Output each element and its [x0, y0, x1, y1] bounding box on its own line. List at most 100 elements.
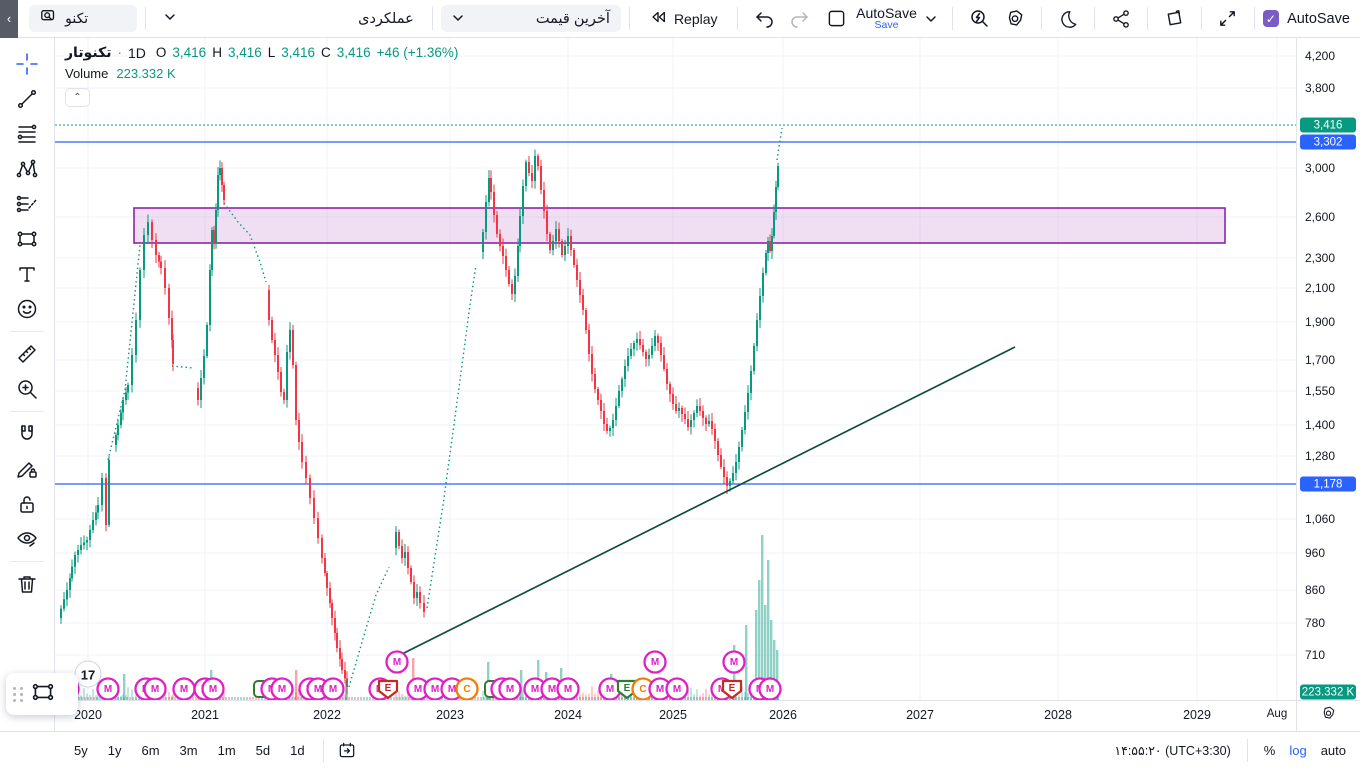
replay-button[interactable]: Replay [638, 5, 729, 32]
event-marker-m[interactable]: M [201, 677, 225, 700]
lock-tool[interactable] [8, 487, 46, 521]
settings-gear-icon[interactable] [997, 0, 1033, 38]
event-marker-m[interactable]: M [643, 650, 667, 674]
axis-gear-icon[interactable] [1320, 705, 1337, 727]
text-tool[interactable] [8, 257, 46, 291]
trend-line-tool[interactable] [8, 82, 46, 116]
legend-collapse-button[interactable]: ⌃ [65, 88, 90, 107]
supply-zone-rectangle[interactable] [133, 207, 1226, 244]
favorite-rectangle-tool[interactable] [30, 679, 56, 710]
remove-drawings-tool[interactable] [8, 567, 46, 601]
event-marker-m[interactable]: M [143, 677, 167, 700]
volume-strip [621, 697, 623, 700]
volume-label[interactable]: Volume [65, 66, 109, 81]
autosave-checkbox[interactable]: ✓ [1262, 10, 1280, 27]
range-button-1y[interactable]: 1y [107, 742, 122, 758]
last-price-dropdown[interactable]: آخرین قیمت [440, 5, 621, 32]
candle-body [334, 618, 336, 633]
auto-scale-button[interactable]: auto [1320, 742, 1346, 758]
zoom-in-tool[interactable] [8, 372, 46, 406]
candle-body [645, 352, 647, 359]
fib-retracement-tool[interactable] [8, 117, 46, 151]
percent-scale-button[interactable]: % [1263, 742, 1276, 758]
rectangle-tool[interactable] [8, 222, 46, 256]
share-icon[interactable] [1103, 0, 1139, 38]
price-chart-canvas[interactable]: 17MMMMMMMMMMMMMMMMEMMMCMMMMMMECMMMEMM [55, 38, 1296, 700]
volume-bar [684, 695, 686, 700]
clock-label[interactable]: ۱۴:۵۵:۲۰ (UTC+3:30) [1114, 743, 1231, 758]
chart-pane[interactable]: 17MMMMMMMMMMMMMMMMEMMMCMMMMMMECMMMEMM تک… [55, 38, 1296, 700]
crosshair-tool[interactable] [8, 47, 46, 81]
layout-square-icon[interactable] [818, 0, 854, 38]
replay-label: Replay [673, 10, 718, 27]
drawing-mode-tool[interactable] [8, 452, 46, 486]
event-marker-c[interactable]: C [455, 677, 479, 700]
volume-strip [369, 697, 371, 700]
event-marker-m[interactable]: M [172, 677, 196, 700]
volume-strip [96, 697, 98, 700]
svg-text:M: M [606, 684, 614, 695]
autosave-menu[interactable]: AutoSave Save [856, 5, 917, 32]
volume-bar [164, 691, 166, 700]
event-marker-m[interactable]: M [722, 650, 746, 674]
event-marker-m[interactable]: M [758, 677, 782, 700]
volume-strip [693, 697, 695, 700]
event-marker-m[interactable]: M [665, 677, 689, 700]
event-marker-m[interactable]: M [96, 677, 120, 700]
range-button-6m[interactable]: 6m [141, 742, 160, 758]
candle-body [708, 421, 710, 424]
emoji-tool[interactable] [8, 292, 46, 326]
candle-body [720, 455, 722, 467]
event-marker-m[interactable]: M [556, 677, 580, 700]
hide-drawings-tool[interactable] [8, 522, 46, 556]
price-axis[interactable]: 4,200 3,800 3,000 2,600 2,300 2,100 1,900 1,700… [1296, 38, 1360, 700]
drag-handle[interactable] [13, 686, 24, 702]
event-marker-er[interactable]: E [377, 679, 399, 700]
candle-body [534, 156, 536, 181]
range-button-3m[interactable]: 3m [179, 742, 198, 758]
event-marker-m[interactable]: M [498, 677, 522, 700]
event-marker-er[interactable]: E [721, 679, 743, 700]
time-axis[interactable]: 2020 2021 2022 2023 2024 2025 2026 2027 2028 2029… [55, 700, 1296, 731]
candle-body [344, 670, 346, 679]
go-to-date-icon[interactable] [332, 735, 362, 765]
xabcd-pattern-tool[interactable] [8, 152, 46, 186]
event-marker-m[interactable]: M [321, 677, 345, 700]
range-button-5y[interactable]: 5y [74, 742, 88, 758]
event-marker-m[interactable]: M [270, 677, 294, 700]
fullscreen-icon[interactable] [1210, 0, 1246, 38]
dark-mode-moon-icon[interactable] [1050, 0, 1086, 38]
indicator-dropdown[interactable]: عملکردی [154, 10, 424, 28]
axis-settings-corner[interactable] [1296, 700, 1360, 731]
volume-strip [579, 697, 581, 700]
time-tick-2020: 2020 [74, 708, 102, 722]
range-button-5d[interactable]: 5d [255, 742, 271, 758]
volume-strip [711, 697, 713, 700]
event-marker-m[interactable]: M [406, 677, 430, 700]
log-scale-button[interactable]: log [1289, 742, 1307, 758]
autosave-chevron-down-icon[interactable] [919, 0, 944, 38]
range-button-1m[interactable]: 1m [217, 742, 236, 758]
candle-body [591, 354, 593, 374]
watchlist-collapse-button[interactable]: ‹ [0, 0, 19, 38]
range-button-1d[interactable]: 1d [290, 742, 305, 758]
event-marker-m[interactable]: M [385, 650, 409, 674]
magnet-tool[interactable] [8, 417, 46, 451]
redo-button[interactable] [782, 0, 818, 38]
quick-search-icon[interactable] [961, 0, 997, 38]
symbol-search-button[interactable]: تکنو [29, 5, 138, 32]
event-marker-eg[interactable]: E [616, 679, 638, 700]
snapshot-icon[interactable] [1156, 0, 1192, 38]
forecast-tool[interactable] [8, 187, 46, 221]
candle-body [714, 429, 716, 441]
ruler-tool[interactable] [8, 337, 46, 371]
interval-label[interactable]: 1D [127, 44, 146, 61]
undo-button[interactable] [746, 0, 782, 38]
event-marker-m[interactable]: M [648, 677, 672, 700]
ascending-trendline[interactable] [399, 346, 1016, 656]
candle-body [735, 462, 737, 473]
candle-body [305, 462, 307, 478]
volume-strip [339, 697, 341, 700]
candle-body [729, 481, 731, 486]
symbol-name[interactable]: تکنوتار [65, 44, 112, 60]
